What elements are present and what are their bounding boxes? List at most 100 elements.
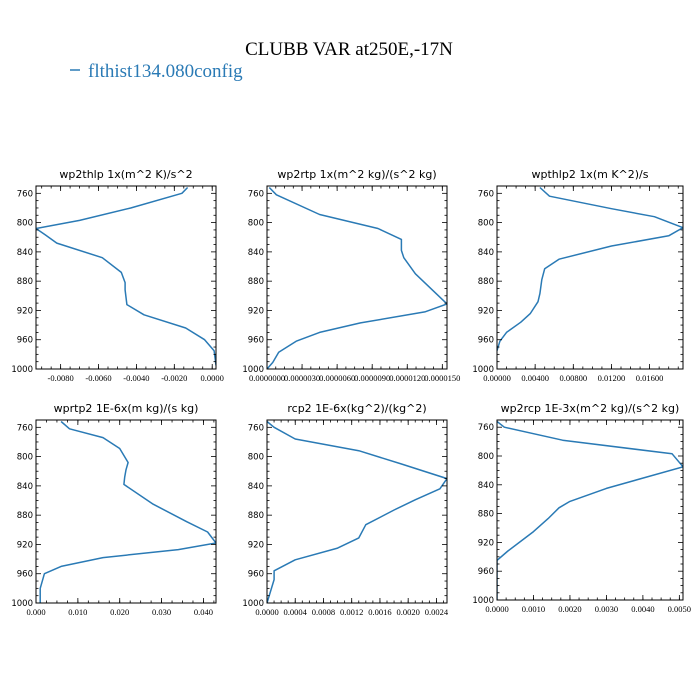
y-tick-label: 800 [478, 452, 494, 462]
x-tick-label: 0.020 [110, 607, 129, 617]
y-tick-label: 880 [17, 277, 33, 287]
x-tick-label: 0.0000000 [249, 373, 285, 383]
series-line [267, 420, 447, 603]
y-tick-label: 840 [248, 482, 264, 492]
y-tick-label: 800 [17, 453, 33, 463]
y-tick-label: 800 [248, 453, 264, 463]
panel-title: wp2rcp 1E-3x(m^2 kg)/(s^2 kg) [501, 402, 680, 415]
y-tick-label: 760 [478, 189, 494, 199]
panel-title: wp2rtp 1x(m^2 kg)/(s^2 kg) [277, 168, 436, 181]
x-tick-label: 0.040 [194, 607, 213, 617]
x-tick-label: 0.0024 [425, 607, 449, 617]
x-tick-label: -0.0060 [85, 373, 111, 383]
plot-frame [35, 185, 217, 370]
y-tick-label: 760 [478, 423, 494, 433]
legend: flthist134.080config [70, 61, 243, 82]
panel-6: wp2rcp 1E-3x(m^2 kg)/(s^2 kg) 760 800 840 88… [472, 402, 691, 614]
panel-title: rcp2 1E-6x(kg^2)/(kg^2) [287, 402, 426, 415]
y-tick-label: 760 [248, 189, 264, 199]
y-tick-label: 840 [248, 248, 264, 258]
y-tick-label: 1000 [242, 365, 264, 375]
y-tick-label: 960 [478, 567, 494, 577]
x-tick-label: 0.00800 [559, 373, 587, 383]
x-tick-label: 0.030 [152, 607, 171, 617]
plot-frame [496, 185, 684, 370]
x-tick-label: 0.00000 [483, 373, 511, 383]
series-line [36, 186, 216, 366]
x-tick-label: 0.0010 [522, 604, 545, 614]
plot-frame [35, 419, 217, 604]
y-tick-label: 920 [17, 540, 33, 550]
x-tick-label: 0.010 [68, 607, 87, 617]
y-tick-label: 960 [248, 336, 264, 346]
series-line [39, 420, 216, 603]
x-tick-label: 0.01600 [636, 373, 664, 383]
x-tick-label: 0.0020 [558, 604, 581, 614]
y-tick-label: 920 [478, 306, 494, 316]
y-tick-label: 800 [17, 219, 33, 229]
series-line [497, 420, 683, 600]
legend-label: flthist134.080config [88, 61, 243, 82]
panel-title: wprtp2 1E-6x(m kg)/(s kg) [54, 402, 199, 415]
figure-title: CLUBB VAR at250E,-17N [245, 39, 453, 60]
y-tick-label: 760 [17, 423, 33, 433]
panel-grid: wp2thlp 1x(m^2 K)/s^2 760 800 840 880 920 960 1… [11, 168, 691, 617]
x-tick-label: 0.0040 [631, 604, 654, 614]
y-tick-label: 880 [17, 511, 33, 521]
x-tick-label: 0.0000 [201, 373, 224, 383]
x-tick-label: 0.0000090 [354, 373, 390, 383]
series-line [267, 186, 447, 369]
y-tick-label: 960 [478, 336, 494, 346]
y-tick-label: 920 [248, 306, 264, 316]
y-tick-label: 960 [17, 336, 33, 346]
x-tick-label: 0.0000030 [284, 373, 320, 383]
x-tick-label: 0.0004 [284, 607, 308, 617]
y-tick-label: 1000 [11, 599, 33, 609]
y-tick-label: 920 [17, 306, 33, 316]
y-tick-label: 920 [248, 540, 264, 550]
x-tick-label: 0.000 [26, 607, 45, 617]
y-tick-label: 840 [478, 481, 494, 491]
y-tick-label: 880 [478, 277, 494, 287]
panel-5: rcp2 1E-6x(kg^2)/(kg^2) 760 800 840 880 920 96… [242, 402, 448, 617]
x-tick-label: 0.0008 [312, 607, 335, 617]
y-tick-label: 760 [17, 189, 33, 199]
x-tick-label: 0.0016 [368, 607, 391, 617]
y-tick-label: 1000 [472, 365, 494, 375]
y-tick-label: 920 [478, 538, 494, 548]
panel-3: wpthlp2 1x(m K^2)/s 760 800 840 880 920 960 100… [472, 168, 684, 383]
series-line [497, 186, 683, 351]
x-tick-label: 0.0012 [340, 607, 363, 617]
x-tick-label: 0.0000120 [389, 373, 425, 383]
y-tick-label: 840 [478, 248, 494, 258]
panel-4: wprtp2 1E-6x(m kg)/(s kg) 760 800 840 880 920… [11, 402, 217, 617]
x-tick-label: 0.00400 [521, 373, 549, 383]
y-tick-label: 760 [248, 423, 264, 433]
x-tick-label: 0.0000 [485, 604, 508, 614]
y-tick-label: 1000 [242, 599, 264, 609]
x-tick-label: -0.0020 [161, 373, 187, 383]
x-tick-label: 0.0000 [255, 607, 278, 617]
y-tick-label: 880 [478, 510, 494, 520]
x-tick-label: 0.01200 [598, 373, 626, 383]
y-tick-label: 800 [248, 219, 264, 229]
x-tick-label: 0.0050 [668, 604, 691, 614]
y-tick-label: 1000 [472, 596, 494, 606]
x-tick-label: 0.0030 [595, 604, 618, 614]
y-tick-label: 840 [17, 248, 33, 258]
x-tick-label: 0.0000060 [319, 373, 355, 383]
y-tick-label: 800 [478, 219, 494, 229]
plot-frame [496, 419, 684, 601]
panel-title: wpthlp2 1x(m K^2)/s [532, 168, 649, 181]
plot-frame [266, 419, 448, 604]
x-tick-label: -0.0040 [123, 373, 149, 383]
x-tick-label: -0.0080 [48, 373, 74, 383]
y-tick-label: 840 [17, 482, 33, 492]
x-tick-label: 0.0020 [396, 607, 419, 617]
y-tick-label: 960 [17, 570, 33, 580]
y-tick-label: 880 [248, 511, 264, 521]
y-tick-label: 1000 [11, 365, 33, 375]
y-tick-label: 880 [248, 277, 264, 287]
panel-2: wp2rtp 1x(m^2 kg)/(s^2 kg) 760 800 840 880 92… [242, 168, 460, 383]
